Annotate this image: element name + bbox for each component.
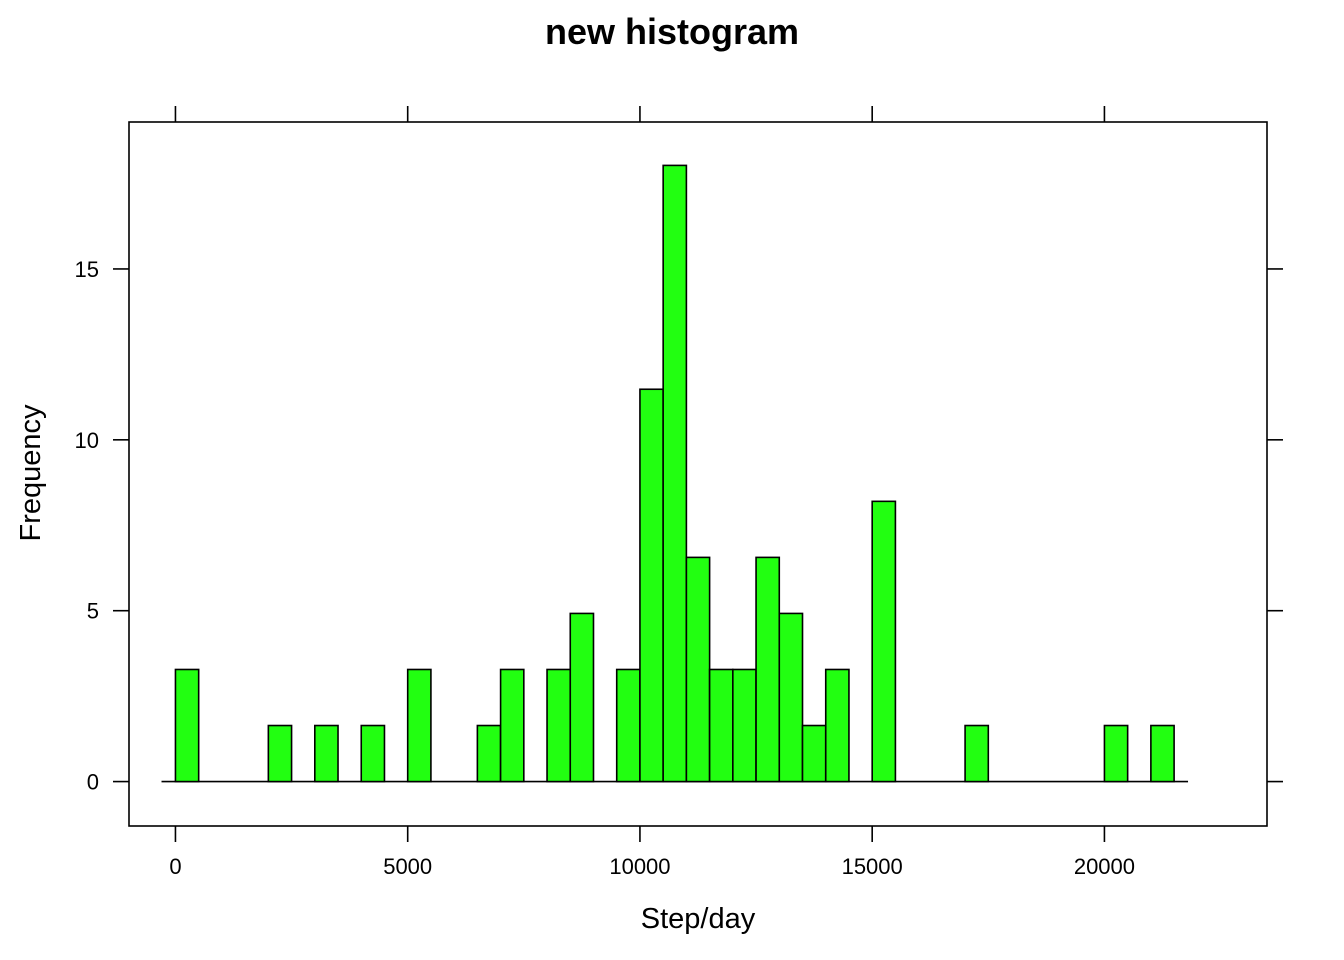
x-tick-label: 20000 — [1074, 854, 1135, 879]
histogram-bar — [569, 612, 595, 783]
plot-frame — [128, 121, 1268, 827]
histogram-bar — [476, 724, 502, 783]
histogram-bar — [639, 388, 664, 783]
histogram-bar — [1150, 724, 1175, 783]
axes-group: 0 5000 10000 15000 20000 0 5 10 15 — [75, 106, 1283, 879]
y-tick-label: 15 — [75, 257, 99, 282]
histogram-bar — [732, 668, 757, 783]
x-tick-label: 15000 — [842, 854, 903, 879]
chart-title: new histogram — [545, 11, 799, 52]
histogram-bar — [708, 668, 734, 783]
histogram-bar — [1103, 724, 1129, 783]
histogram-bar — [615, 668, 641, 783]
y-axis-label: Frequency — [15, 404, 47, 542]
histogram-bar — [546, 668, 572, 783]
histogram-bar — [360, 724, 386, 783]
bars-group — [161, 164, 1189, 783]
histogram-bar — [174, 668, 200, 783]
histogram-bar — [778, 612, 804, 783]
y-tick-label: 5 — [87, 599, 99, 624]
histogram-bar — [755, 556, 781, 783]
y-tick-label: 0 — [87, 770, 99, 795]
histogram-bar — [406, 668, 432, 783]
x-axis-label: Step/day — [641, 903, 756, 935]
y-tick-label: 10 — [75, 428, 99, 453]
x-tick-label: 0 — [169, 854, 181, 879]
histogram-bar — [871, 500, 897, 783]
x-tick-label: 10000 — [609, 854, 670, 879]
histogram-bar — [964, 724, 990, 783]
histogram-bar — [313, 724, 339, 783]
histogram-bar — [824, 668, 850, 783]
histogram-bar — [662, 164, 688, 783]
histogram-bar — [499, 668, 525, 783]
histogram-bar — [801, 724, 827, 783]
histogram-bar — [267, 724, 293, 783]
x-tick-label: 5000 — [383, 854, 432, 879]
histogram-bar — [685, 556, 711, 783]
